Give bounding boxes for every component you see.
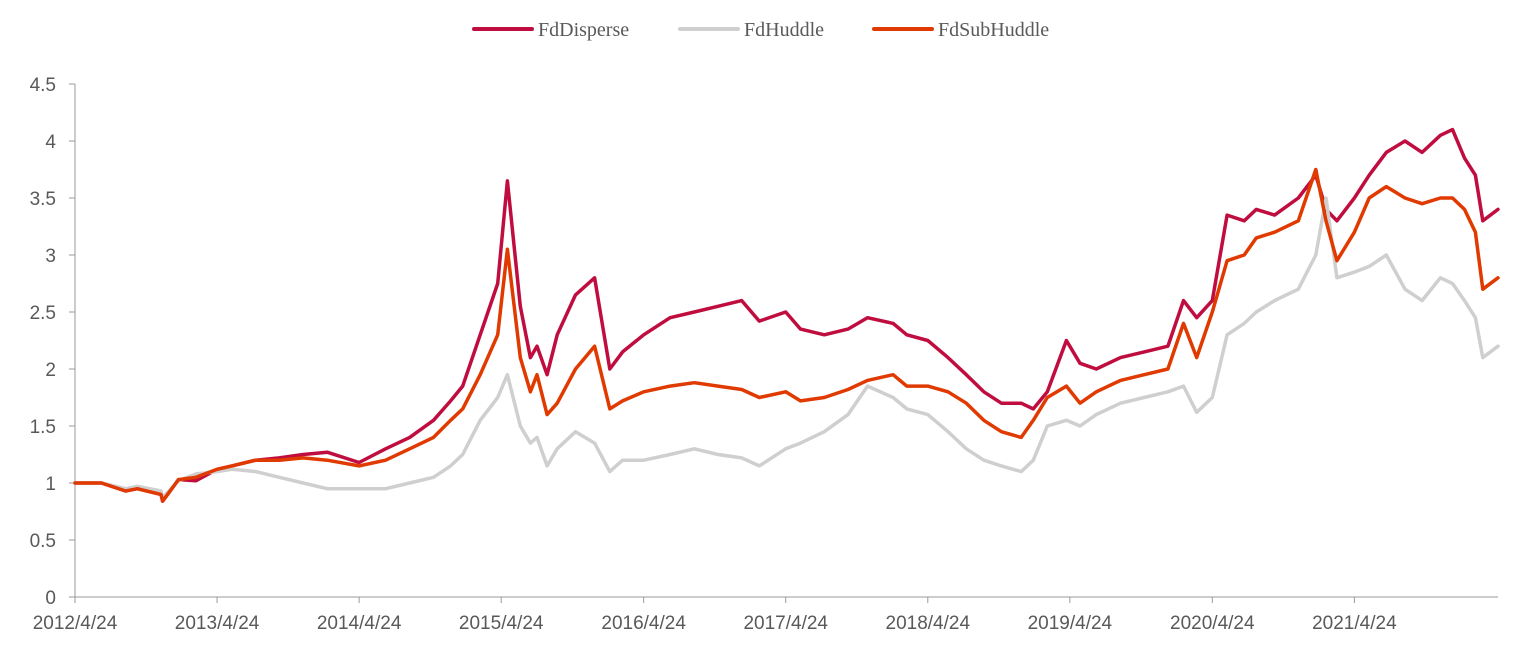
legend: FdDisperse FdHuddle FdSubHuddle bbox=[472, 19, 1049, 41]
x-tick-label: 2012/4/24 bbox=[33, 613, 118, 634]
legend-label: FdDisperse bbox=[538, 19, 629, 41]
y-axis: 0 0.5 1 1.5 2 2.5 3 3.5 4 4.5 bbox=[30, 75, 76, 609]
y-tick-label: 0 bbox=[45, 588, 56, 609]
legend-item-fdhuddle: FdHuddle bbox=[678, 19, 824, 41]
y-tick-label: 4.5 bbox=[30, 75, 56, 96]
x-tick-label: 2018/4/24 bbox=[886, 613, 971, 634]
y-tick-label: 4 bbox=[45, 132, 56, 153]
y-tick-label: 1 bbox=[45, 474, 56, 495]
y-tick-label: 2 bbox=[45, 360, 56, 381]
series-line-fddisperse bbox=[73, 127, 1500, 503]
x-tick-label: 2021/4/24 bbox=[1312, 613, 1397, 634]
legend-label: FdSubHuddle bbox=[938, 19, 1049, 41]
plot-area bbox=[73, 127, 1500, 503]
series-line-fdsubhuddle bbox=[73, 167, 1500, 503]
y-tick-label: 3 bbox=[45, 246, 56, 267]
y-tick-label: 0.5 bbox=[30, 531, 56, 552]
x-tick-label: 2015/4/24 bbox=[459, 613, 544, 634]
y-tick-label: 2.5 bbox=[30, 303, 56, 324]
legend-label: FdHuddle bbox=[744, 19, 824, 41]
x-axis: 2012/4/24 2013/4/24 2014/4/24 2015/4/24 2016… bbox=[33, 596, 1498, 634]
x-tick-label: 2019/4/24 bbox=[1028, 613, 1113, 634]
x-tick-label: 2013/4/24 bbox=[175, 613, 260, 634]
y-tick-label: 3.5 bbox=[30, 189, 56, 210]
series-line-fdhuddle bbox=[73, 196, 1500, 500]
legend-item-fddisperse: FdDisperse bbox=[472, 19, 629, 41]
x-tick-label: 2016/4/24 bbox=[601, 613, 686, 634]
x-tick-label: 2020/4/24 bbox=[1170, 613, 1255, 634]
legend-item-fdsubhuddle: FdSubHuddle bbox=[872, 19, 1049, 41]
y-tick-label: 1.5 bbox=[30, 417, 56, 438]
x-tick-label: 2014/4/24 bbox=[317, 613, 402, 634]
x-tick-label: 2017/4/24 bbox=[743, 613, 828, 634]
